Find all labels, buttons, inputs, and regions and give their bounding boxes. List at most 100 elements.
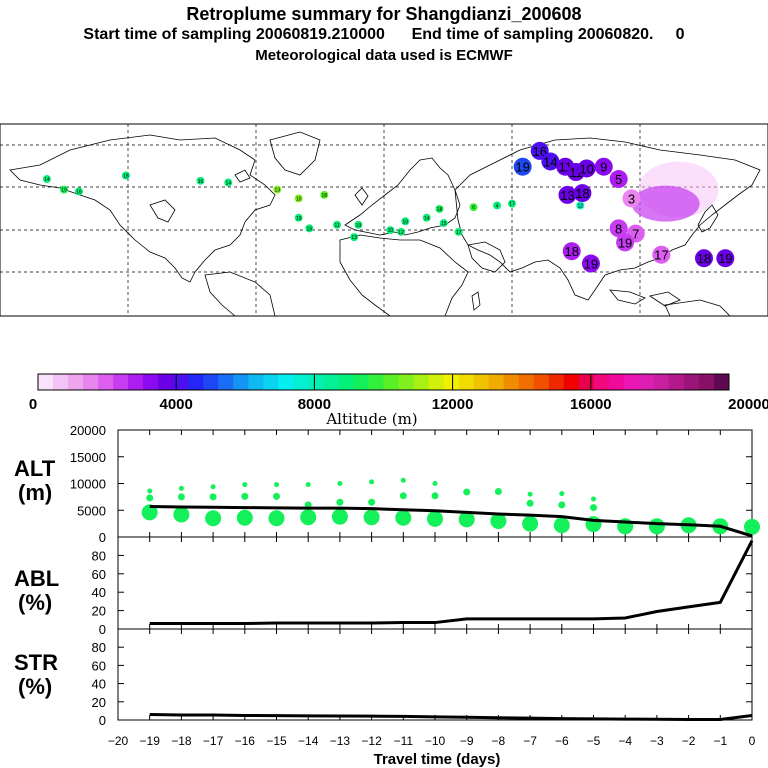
plume-near-source-core [631, 185, 700, 222]
colorbar-swatch [188, 374, 204, 390]
plume-cluster-label: 19 [718, 251, 732, 266]
abl-frame [117, 536, 753, 630]
colorbar-swatch [653, 374, 670, 390]
altitude-cluster-marker [494, 488, 502, 496]
altitude-cluster-marker [241, 492, 249, 500]
altitude-cluster-marker [363, 509, 380, 526]
altitude-cluster-marker [274, 482, 279, 488]
x-tick-label: −13 [330, 734, 351, 748]
altitude-cluster-marker [399, 492, 407, 500]
plume-cluster-label: 12 [398, 230, 404, 236]
plume-cluster-label: 14 [44, 177, 50, 183]
plume-cluster-label: 16 [198, 179, 204, 185]
x-tick-label: −15 [266, 734, 287, 748]
plume-cluster-label: 11 [334, 223, 339, 229]
plume-cluster-label: 18 [437, 207, 443, 213]
colorbar-swatch [683, 374, 700, 390]
colorbar-swatch [158, 374, 174, 390]
altitude-cluster-marker [553, 517, 570, 534]
altitude-cluster-marker [336, 498, 344, 506]
altitude-cluster-marker [559, 491, 565, 497]
colorbar-swatch [308, 374, 324, 390]
plume-cluster-label: 6 [472, 205, 475, 211]
colorbar-swatch [248, 374, 264, 390]
altitude-cluster-marker [369, 479, 375, 485]
altitude-cluster-marker [236, 509, 253, 526]
colorbar-swatch [548, 374, 565, 390]
plume-cluster-label: 15 [441, 221, 447, 227]
colorbar-swatch [203, 374, 219, 390]
colorbar-tick-label: 0 [29, 396, 37, 413]
altitude-cluster-marker [273, 492, 280, 500]
plume-cluster [716, 249, 735, 268]
colorbar-swatch [533, 374, 550, 390]
colorbar-swatch [38, 374, 54, 390]
altitude-cluster-marker [205, 510, 222, 527]
plume-cluster-label: 14 [543, 154, 557, 169]
plume-cluster-label: 19 [356, 223, 362, 229]
plume-cluster [121, 171, 130, 180]
colorbar-swatch [593, 374, 610, 390]
x-tick-label: −9 [460, 734, 474, 748]
alt-panel: ALT (m) 0 5000 10000 15000 20000 [14, 423, 760, 545]
x-axis-title: Travel time (days) [374, 751, 501, 768]
y-tick-label: 20 [92, 604, 106, 619]
x-tick-label: −2 [682, 734, 696, 748]
colorbar-swatch [53, 374, 69, 390]
chart-title: Retroplume summary for Shangdianzi_20060… [186, 4, 582, 24]
plume-cluster [616, 233, 635, 252]
plume-cluster [386, 226, 395, 235]
altitude-cluster-marker [147, 488, 153, 494]
y-tick-label: 60 [92, 567, 106, 582]
plume-cluster [224, 178, 233, 187]
plume-cluster-label: 12 [577, 203, 583, 209]
x-tick-label: −17 [203, 734, 224, 748]
plume-cluster-label: 19 [61, 188, 67, 194]
y-tick-label: 0 [99, 622, 106, 637]
colorbar-tick-label: 4000 [160, 396, 193, 413]
plume-cluster-label: 19 [515, 160, 529, 175]
x-tick-label: −8 [492, 734, 506, 748]
plume-cluster [435, 204, 444, 213]
x-tick-label: −19 [140, 734, 161, 748]
alt-panel-unit: (m) [18, 480, 52, 505]
x-tick-label: −4 [618, 734, 632, 748]
met-data-note: Meteorological data used is ECMWF [255, 47, 513, 64]
plume-cluster-label: 16 [532, 144, 546, 159]
colorbar-swatch [698, 374, 715, 390]
y-tick-label: 40 [92, 585, 106, 600]
plume-cluster [469, 203, 478, 212]
plume-cluster-label: 14 [225, 181, 231, 187]
plume-cluster-label: 17 [654, 248, 668, 263]
altitude-cluster-marker [744, 518, 760, 535]
x-axis: −20 −19 −18 −17 −16 −15 −14 −13 −12 −11 −10 −9 −8 −7−… [108, 734, 756, 748]
colorbar-swatch [713, 374, 730, 390]
altitude-cluster-marker [173, 506, 190, 523]
abl-panel-unit: (%) [18, 590, 52, 615]
plume-cluster [541, 152, 560, 171]
plume-cluster-label: 19 [584, 257, 598, 272]
alt-panel-label: ALT [14, 456, 56, 481]
plume-cluster [74, 187, 83, 196]
colorbar-swatch [83, 374, 99, 390]
x-tick-label: −20 [108, 734, 129, 748]
colorbar-label: Altitude (m) [325, 410, 417, 428]
plume-cluster [576, 201, 585, 210]
plume-cluster-label: 10 [296, 196, 302, 202]
plume-cluster [60, 185, 68, 194]
plume-cluster [558, 185, 577, 204]
colorbar-swatch [338, 374, 354, 390]
colorbar-swatch [68, 374, 84, 390]
plume-cluster-label: 18 [575, 186, 589, 201]
plume-cluster-label: 16 [76, 189, 82, 195]
plume-cluster-label: 19 [296, 216, 302, 222]
y-tick-label: 15000 [70, 450, 106, 465]
plume-cluster [562, 242, 581, 261]
y-tick-label: 20000 [70, 423, 106, 438]
plume-cluster [273, 185, 282, 194]
colorbar-swatch [98, 374, 114, 390]
plume-cluster [594, 157, 613, 176]
plume-cluster-label: 13 [351, 235, 357, 241]
plume-cluster-label: 4 [496, 203, 499, 209]
